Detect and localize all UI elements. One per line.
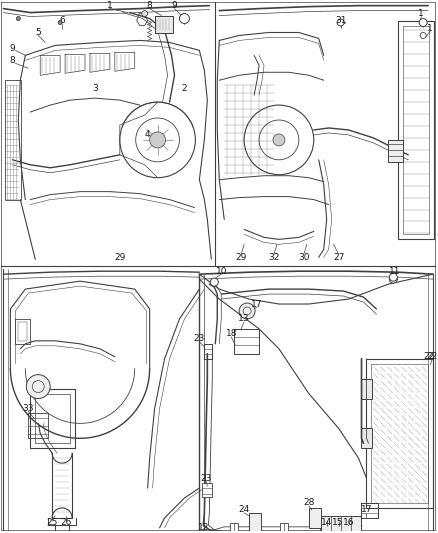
Text: 27: 27 [333,253,344,262]
Circle shape [389,275,397,283]
Text: 17: 17 [251,300,263,309]
Text: 31: 31 [335,16,346,25]
Bar [155,15,173,34]
Circle shape [273,134,285,146]
Bar [389,140,403,162]
Text: 5: 5 [35,28,41,37]
Bar [360,378,372,399]
Text: 23: 23 [194,334,205,343]
Text: 25: 25 [46,519,58,527]
Bar [321,516,360,532]
Bar [320,523,328,532]
Text: 32: 32 [268,253,280,262]
Text: 22: 22 [423,352,434,361]
Text: 33: 33 [22,404,34,413]
Text: 12: 12 [198,523,209,532]
Circle shape [16,17,20,21]
Bar [230,523,238,532]
Text: 1: 1 [107,1,113,10]
Text: 11: 11 [389,266,400,276]
Text: 29: 29 [114,253,126,262]
Text: 4: 4 [145,131,151,140]
Text: 14: 14 [321,519,332,527]
Text: 16: 16 [343,519,354,527]
Bar [360,429,372,448]
Bar [280,523,288,532]
Text: 17: 17 [361,505,372,514]
Circle shape [150,132,166,148]
Bar [249,513,261,531]
Text: 10: 10 [215,266,227,276]
Bar [202,483,212,497]
Circle shape [419,19,427,27]
Text: 6: 6 [59,16,65,25]
Text: 9: 9 [172,1,177,10]
Text: 24: 24 [239,505,250,514]
Circle shape [210,278,218,286]
Text: 15: 15 [332,519,343,527]
Text: 23: 23 [201,474,212,482]
Text: 13: 13 [238,314,250,324]
Text: 8: 8 [10,56,15,65]
Circle shape [389,273,397,281]
Text: 22: 22 [427,352,438,361]
Text: 2: 2 [182,84,187,93]
Bar [5,80,21,199]
Text: 3: 3 [92,84,98,93]
Text: 26: 26 [60,519,72,527]
Circle shape [180,13,189,23]
Text: 1: 1 [427,24,433,33]
Circle shape [58,21,62,25]
Text: 8: 8 [147,1,152,10]
Circle shape [141,11,148,17]
Bar [309,508,321,528]
Text: 29: 29 [236,253,247,262]
Text: 9: 9 [10,44,15,53]
Text: 1: 1 [418,9,424,18]
Text: 30: 30 [298,253,310,262]
Circle shape [239,303,255,319]
Circle shape [26,375,50,399]
Text: 18: 18 [226,329,237,338]
Text: 28: 28 [303,498,314,507]
Circle shape [420,33,426,38]
Circle shape [337,19,344,26]
